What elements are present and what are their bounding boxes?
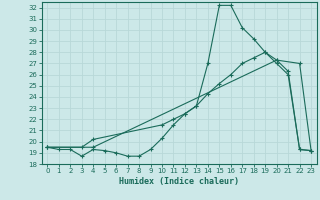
X-axis label: Humidex (Indice chaleur): Humidex (Indice chaleur)	[119, 177, 239, 186]
